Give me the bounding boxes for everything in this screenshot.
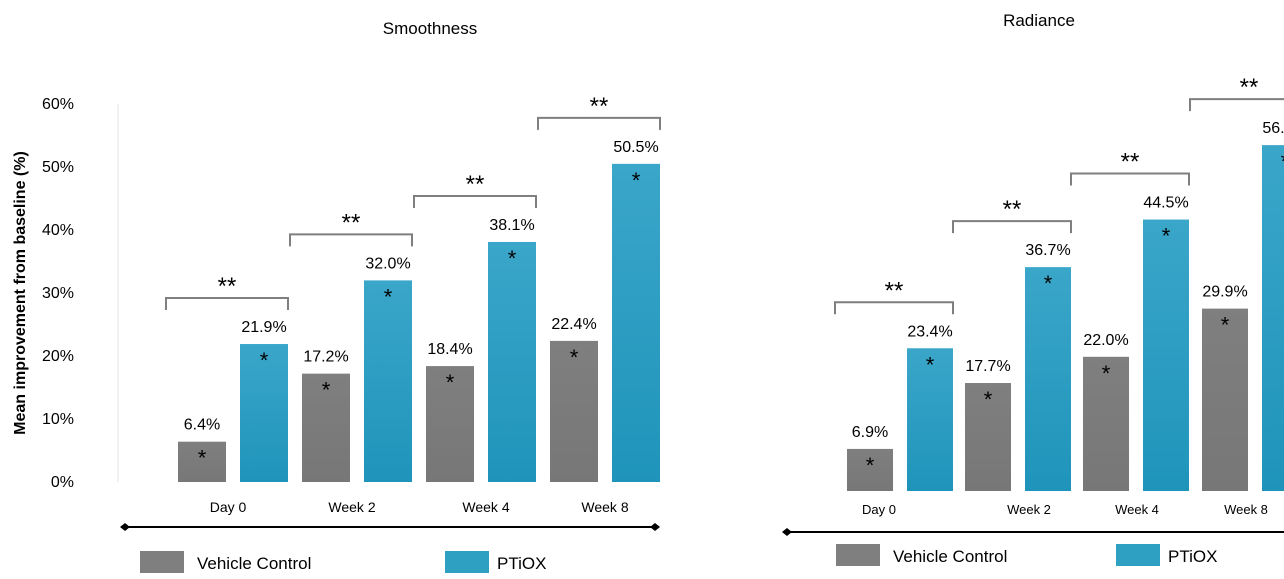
y-tick-label: 50% — [42, 159, 74, 176]
x-tick-label: Week 4 — [462, 499, 509, 515]
vehicle-bar — [178, 441, 226, 482]
vehicle-bar-mark: * — [866, 453, 875, 478]
vehicle-bar-mark: * — [322, 378, 331, 403]
legend-ptiox-label: PTiOX — [497, 554, 546, 573]
vehicle-value-label: 6.4% — [184, 417, 220, 434]
ptiox-bar-mark: * — [1162, 224, 1171, 249]
legend-ptiox-swatch — [1116, 544, 1160, 566]
ptiox-bar-mark: * — [1281, 149, 1284, 174]
significance-mark: ** — [590, 93, 609, 120]
ptiox-value-label: 56.7% — [1262, 120, 1284, 137]
vehicle-bar — [847, 448, 893, 491]
vehicle-bar-mark: * — [198, 446, 207, 471]
x-tick-label: Week 8 — [581, 499, 628, 515]
rule-end-diamond — [782, 528, 792, 536]
significance-mark: ** — [466, 171, 485, 198]
y-tick-label: 30% — [42, 285, 74, 302]
x-tick-label: Day 0 — [210, 499, 247, 515]
ptiox-value-label: 21.9% — [241, 319, 286, 336]
vehicle-bar — [550, 340, 598, 482]
vehicle-value-label: 18.4% — [427, 341, 472, 358]
vehicle-bar — [1202, 308, 1248, 491]
ptiox-value-label: 36.7% — [1025, 242, 1070, 259]
vehicle-bar-mark: * — [570, 345, 579, 370]
significance-bracket — [289, 233, 413, 247]
y-tick-label: 60% — [42, 96, 74, 113]
rule-end-diamond — [120, 523, 130, 531]
ptiox-bar-mark: * — [260, 348, 269, 373]
y-tick-label: 10% — [42, 411, 74, 428]
vehicle-bar-mark: * — [1221, 313, 1230, 338]
significance-bracket — [952, 220, 1072, 234]
ptiox-value-label: 23.4% — [907, 323, 952, 340]
ptiox-bar — [1262, 145, 1284, 491]
legend-vehicle-swatch — [140, 551, 184, 573]
ptiox-bar — [907, 348, 953, 491]
vehicle-bar-mark: * — [1102, 361, 1111, 386]
vehicle-bar — [426, 366, 474, 482]
ptiox-bar — [1025, 267, 1071, 491]
significance-mark: ** — [342, 209, 361, 236]
legend-vehicle-label: Vehicle Control — [893, 547, 1007, 566]
significance-mark: ** — [1240, 74, 1259, 101]
vehicle-bar-mark: * — [984, 387, 993, 412]
ptiox-value-label: 38.1% — [489, 217, 534, 234]
ptiox-value-label: 32.0% — [365, 255, 410, 272]
significance-mark: ** — [218, 273, 237, 300]
vehicle-bar — [1083, 356, 1129, 491]
vehicle-bar-mark: * — [446, 370, 455, 395]
ptiox-bar-mark: * — [384, 284, 393, 309]
x-tick-label: Week 8 — [1224, 502, 1268, 517]
x-tick-label: Week 4 — [1115, 502, 1159, 517]
ptiox-bar — [364, 280, 412, 482]
significance-mark: ** — [1121, 149, 1140, 176]
y-tick-label: 40% — [42, 222, 74, 239]
y-axis-label: Mean improvement from baseline (%) — [12, 151, 29, 435]
legend-vehicle-swatch — [836, 544, 880, 566]
ptiox-bar-mark: * — [926, 352, 935, 377]
ptiox-value-label: 44.5% — [1143, 195, 1188, 212]
significance-mark: ** — [1003, 196, 1022, 223]
significance-bracket — [1070, 172, 1190, 186]
legend-ptiox-label: PTiOX — [1168, 547, 1217, 566]
vehicle-value-label: 22.4% — [551, 316, 596, 333]
vehicle-bar — [965, 383, 1011, 491]
vehicle-value-label: 29.9% — [1202, 284, 1247, 301]
x-tick-label: Week 2 — [1007, 502, 1051, 517]
x-tick-label: Week 2 — [328, 499, 375, 515]
chart-title: Smoothness — [383, 19, 478, 38]
significance-bracket — [1189, 98, 1284, 112]
ptiox-bar — [240, 344, 288, 482]
ptiox-bar — [612, 163, 660, 482]
vehicle-value-label: 22.0% — [1083, 332, 1128, 349]
legend-ptiox-swatch — [445, 551, 489, 573]
significance-mark: ** — [885, 277, 904, 304]
significance-bracket — [413, 194, 537, 208]
vehicle-value-label: 6.9% — [852, 424, 888, 441]
vehicle-value-label: 17.7% — [965, 358, 1010, 375]
significance-bracket — [165, 297, 289, 311]
significance-bracket — [537, 116, 661, 130]
chart-title: Radiance — [1003, 11, 1075, 30]
ptiox-bar-mark: * — [632, 168, 641, 193]
vehicle-bar — [302, 373, 350, 482]
significance-bracket — [834, 301, 954, 315]
ptiox-bar — [1143, 219, 1189, 492]
legend-vehicle-label: Vehicle Control — [197, 554, 311, 573]
ptiox-bar-mark: * — [1044, 271, 1053, 296]
ptiox-value-label: 50.5% — [613, 139, 658, 156]
ptiox-bar — [488, 241, 536, 482]
rule-end-diamond — [650, 523, 660, 531]
y-tick-label: 0% — [51, 474, 74, 491]
vehicle-value-label: 17.2% — [303, 349, 348, 366]
y-tick-label: 20% — [42, 348, 74, 365]
ptiox-bar-mark: * — [508, 246, 517, 271]
x-tick-label: Day 0 — [862, 502, 896, 517]
